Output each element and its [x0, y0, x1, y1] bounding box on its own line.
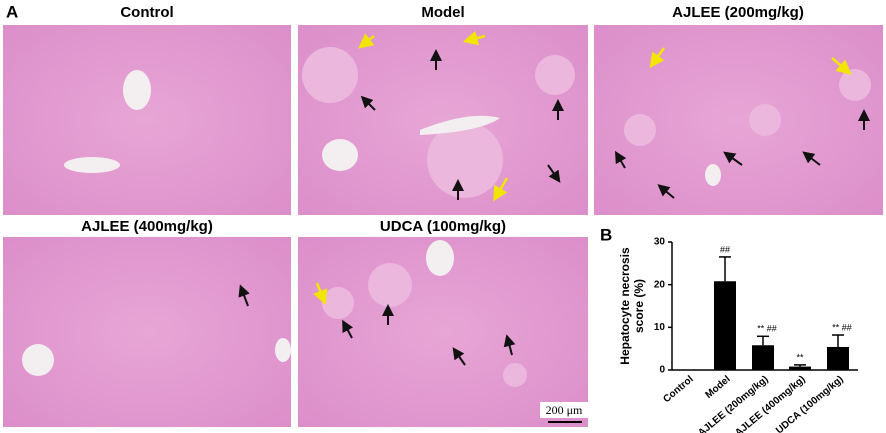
- y-axis-label: score (%): [632, 279, 646, 333]
- significance-label: ** ##: [757, 324, 777, 334]
- bar: [789, 366, 811, 370]
- significance-label: ** ##: [832, 322, 852, 332]
- micrograph: [3, 25, 291, 215]
- micrograph: [594, 25, 883, 215]
- panel-title: UDCA (100mg/kg): [380, 218, 506, 235]
- panel-title: AJLEE (200mg/kg): [672, 4, 804, 21]
- panel-label: B: [600, 225, 612, 244]
- significance-label: ##: [720, 244, 730, 254]
- panel-title: Control: [120, 4, 173, 21]
- x-tick-label: Model: [703, 374, 732, 401]
- x-tick-label: Control: [661, 374, 695, 405]
- bar-chart: 0 10 20 30 Hepatocyte necrosis score (%) Contr…: [618, 237, 858, 433]
- bar: [714, 281, 736, 370]
- bar: [752, 345, 774, 370]
- significance-label: **: [796, 352, 804, 362]
- panel-title: AJLEE (400mg/kg): [81, 218, 213, 235]
- x-tick-label: UDCA (100mg/kg): [774, 374, 845, 433]
- micrographs: [3, 25, 883, 427]
- y-tick-label: 10: [654, 322, 666, 333]
- y-axis-label: Hepatocyte necrosis: [618, 247, 632, 365]
- bar: [827, 346, 849, 370]
- y-tick-label: 30: [654, 237, 666, 248]
- micrograph: [298, 237, 588, 427]
- y-tick-label: 20: [654, 279, 666, 290]
- scale-bar-label: 200 μm: [546, 403, 583, 417]
- panel-title: Model: [421, 4, 464, 21]
- x-tick-label: AJLEE (200mg/kg): [696, 374, 770, 433]
- y-tick-label: 0: [659, 365, 665, 376]
- micrograph: [298, 25, 588, 215]
- micrograph: [3, 237, 291, 427]
- panel-label: A: [6, 2, 18, 21]
